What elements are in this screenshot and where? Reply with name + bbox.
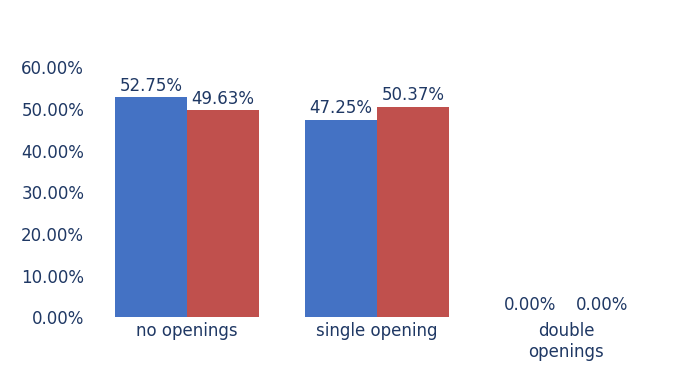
Text: 49.63%: 49.63% (192, 89, 255, 108)
Bar (115, 98, 187, 317)
Text: 0.00%: 0.00% (576, 296, 628, 314)
Text: 52.75%: 52.75% (120, 77, 183, 94)
Bar (305, 120, 377, 317)
Text: 47.25%: 47.25% (309, 99, 372, 118)
Text: 0.00%: 0.00% (504, 296, 556, 314)
Bar (187, 111, 259, 317)
Bar (377, 108, 449, 317)
Text: 50.37%: 50.37% (382, 87, 445, 104)
